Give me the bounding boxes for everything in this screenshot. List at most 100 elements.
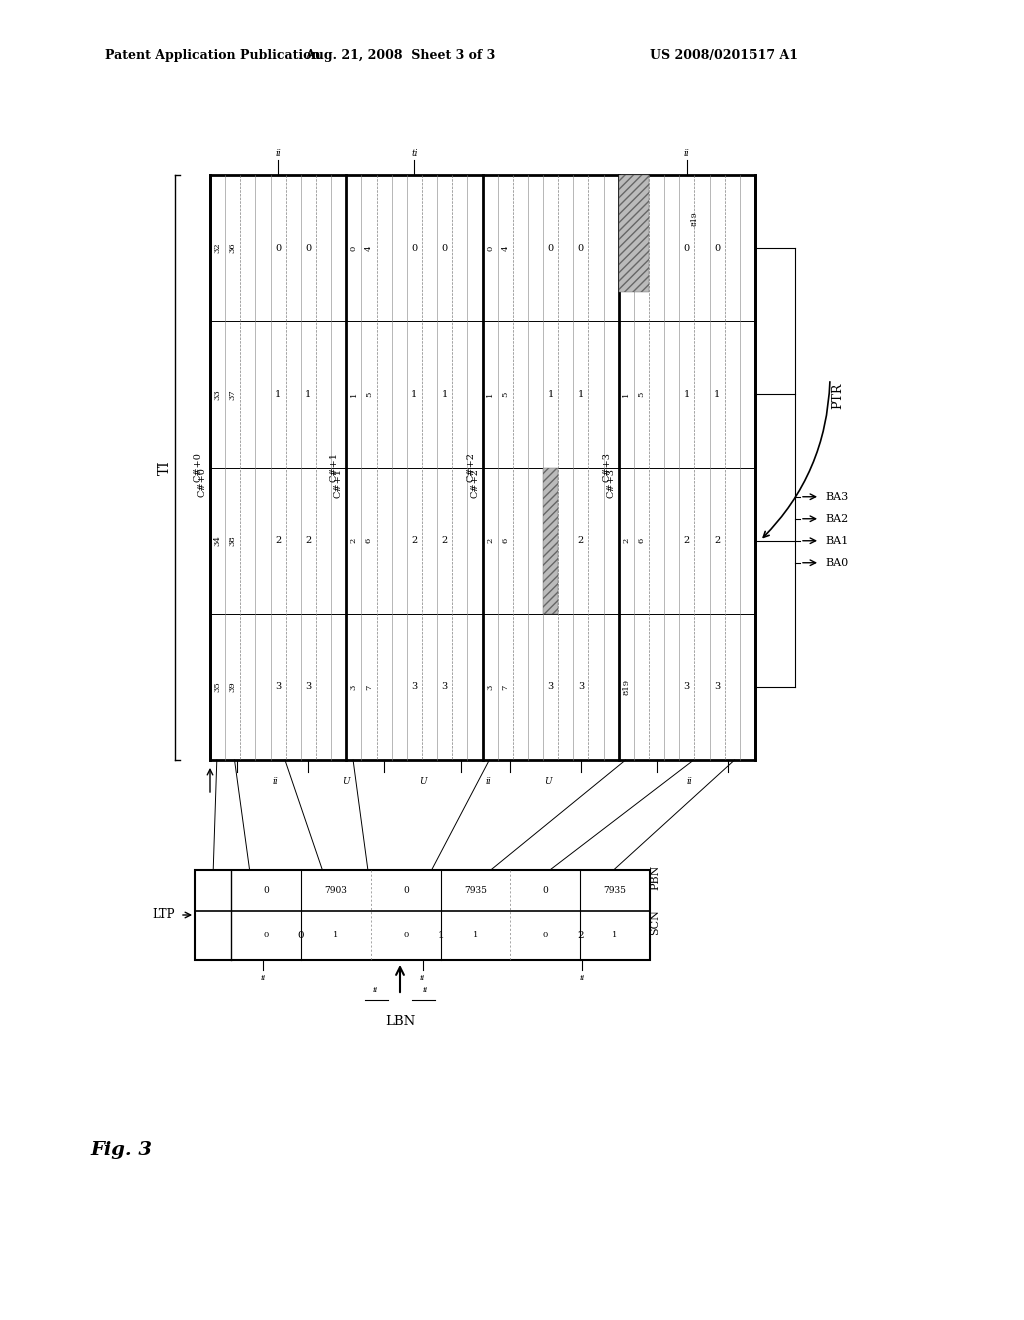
Text: LBN: LBN (385, 1015, 415, 1028)
Text: C#+1: C#+1 (334, 467, 343, 498)
Text: 0: 0 (275, 244, 282, 252)
Text: 0: 0 (298, 931, 304, 940)
Text: 0: 0 (548, 244, 554, 252)
Text: C#+3: C#+3 (606, 467, 615, 498)
Text: 34: 34 (214, 535, 221, 546)
Text: 1: 1 (473, 931, 478, 940)
Text: 3: 3 (548, 682, 554, 692)
Text: 1: 1 (578, 389, 584, 399)
Bar (618, 176, 649, 292)
Text: 4: 4 (365, 246, 373, 251)
Text: 2: 2 (275, 536, 282, 545)
Text: 37: 37 (228, 389, 237, 400)
Text: 0: 0 (578, 244, 584, 252)
Text: ii: ii (275, 149, 281, 157)
Text: 1: 1 (612, 931, 617, 940)
Text: 6: 6 (638, 539, 645, 544)
Text: BA3: BA3 (825, 492, 848, 502)
Text: LTP: LTP (153, 908, 175, 921)
Text: 0: 0 (350, 246, 357, 251)
Text: 7: 7 (501, 684, 509, 689)
Text: 1: 1 (548, 389, 554, 399)
Text: C#+2: C#+2 (470, 467, 479, 498)
Text: PBN: PBN (650, 865, 660, 890)
Text: 0: 0 (543, 931, 548, 940)
Text: 1: 1 (684, 389, 690, 399)
Text: 7935: 7935 (603, 886, 627, 895)
Text: 3: 3 (441, 682, 447, 692)
Text: 3: 3 (714, 682, 720, 692)
Text: 2: 2 (577, 931, 584, 940)
Text: PTR: PTR (831, 383, 845, 409)
Text: ii: ii (373, 986, 378, 994)
Text: TI: TI (158, 461, 172, 475)
Text: 819: 819 (690, 211, 698, 226)
Text: 2: 2 (486, 539, 494, 544)
Text: 0: 0 (412, 244, 418, 252)
Text: Fig. 3: Fig. 3 (90, 1140, 152, 1159)
Text: 1: 1 (714, 389, 720, 399)
Bar (543, 467, 558, 614)
Text: 32: 32 (214, 243, 221, 253)
Text: 4: 4 (501, 246, 509, 251)
Text: 0: 0 (263, 931, 269, 940)
Text: 0: 0 (684, 244, 690, 252)
Text: BA2: BA2 (825, 513, 848, 524)
Text: 3: 3 (578, 682, 584, 692)
Text: 3: 3 (305, 682, 311, 692)
Text: 0: 0 (402, 886, 409, 895)
Text: SCN: SCN (650, 909, 660, 935)
Text: 38: 38 (228, 535, 237, 546)
Text: U: U (342, 777, 350, 787)
Text: 1: 1 (305, 389, 311, 399)
Text: 3: 3 (412, 682, 418, 692)
Text: 2: 2 (578, 536, 584, 545)
Text: Aug. 21, 2008  Sheet 3 of 3: Aug. 21, 2008 Sheet 3 of 3 (305, 49, 496, 62)
Text: 0: 0 (714, 244, 720, 252)
Text: 1: 1 (275, 389, 282, 399)
Text: 36: 36 (228, 243, 237, 253)
Text: 3: 3 (275, 682, 282, 692)
Text: 1: 1 (334, 931, 339, 940)
Text: BA0: BA0 (825, 558, 848, 568)
Text: ti: ti (411, 149, 418, 157)
Text: 0: 0 (441, 244, 447, 252)
Text: 7903: 7903 (325, 886, 347, 895)
Text: 6: 6 (501, 539, 509, 544)
Text: ii: ii (261, 974, 266, 982)
Text: C#+0: C#+0 (198, 467, 207, 498)
Text: 1: 1 (623, 392, 631, 397)
Text: 6: 6 (365, 539, 373, 544)
Text: 4: 4 (638, 246, 645, 251)
Text: 7935: 7935 (464, 886, 487, 895)
Text: 2: 2 (441, 536, 447, 545)
Text: 2: 2 (412, 536, 418, 545)
Text: 0: 0 (263, 886, 269, 895)
Text: 2: 2 (350, 539, 357, 544)
Text: ii: ii (422, 986, 428, 994)
Text: 0: 0 (486, 246, 494, 251)
Text: 0: 0 (623, 246, 631, 251)
Text: C#+1: C#+1 (330, 453, 339, 483)
Text: ii: ii (272, 777, 279, 787)
Text: 2: 2 (305, 536, 311, 545)
Text: 0: 0 (305, 244, 311, 252)
Bar (210, 176, 755, 760)
Text: C#+3: C#+3 (602, 453, 611, 483)
Text: ii: ii (420, 974, 425, 982)
Text: 33: 33 (214, 389, 221, 400)
Text: 3: 3 (684, 682, 690, 692)
Text: 5: 5 (501, 392, 509, 397)
Text: 2: 2 (684, 536, 690, 545)
Text: 1: 1 (412, 389, 418, 399)
Text: 0: 0 (403, 931, 409, 940)
Text: 819: 819 (623, 678, 631, 694)
Text: US 2008/0201517 A1: US 2008/0201517 A1 (650, 49, 798, 62)
Text: 1: 1 (437, 931, 444, 940)
Text: 35: 35 (214, 681, 221, 692)
Text: 2: 2 (623, 539, 631, 544)
Text: 2: 2 (548, 536, 554, 545)
Text: 1: 1 (486, 392, 494, 397)
Text: U: U (419, 777, 426, 787)
Text: BA1: BA1 (825, 536, 848, 545)
